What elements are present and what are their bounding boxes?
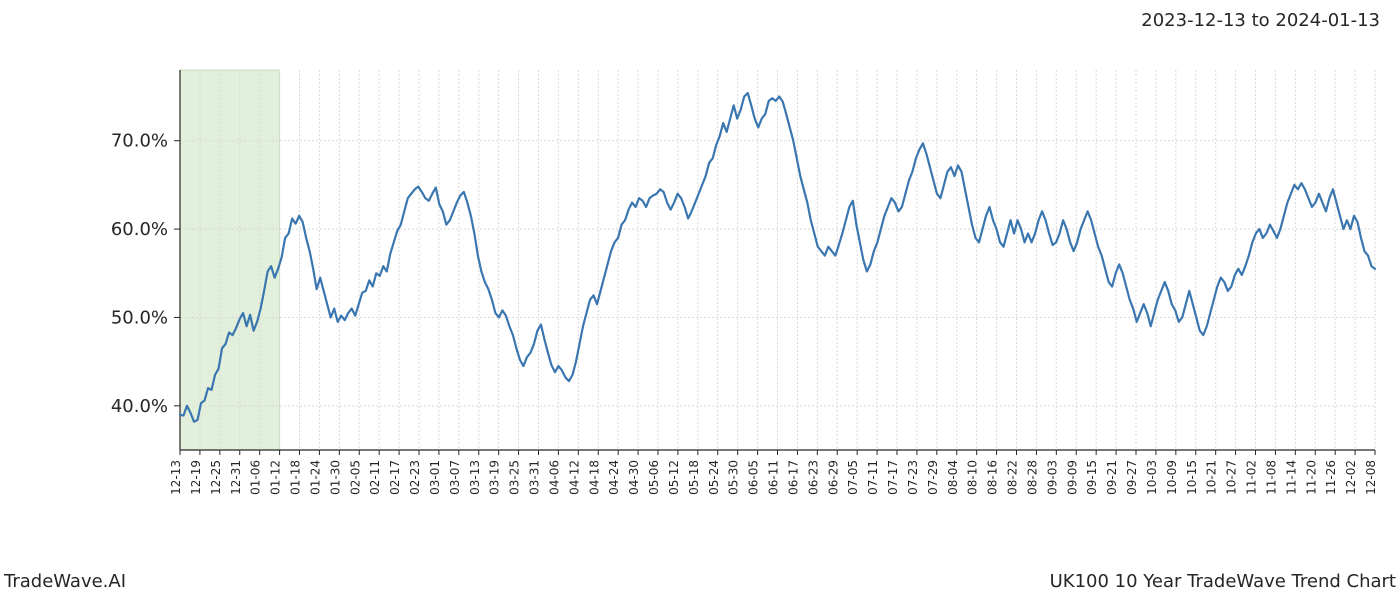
x-tick-label: 06-05 (747, 460, 761, 495)
x-tick-label: 06-29 (826, 460, 840, 495)
x-tick-label: 06-23 (806, 460, 820, 495)
x-tick-label: 09-27 (1125, 460, 1139, 495)
footer-brand: TradeWave.AI (4, 571, 126, 592)
x-tick-label: 07-11 (866, 460, 880, 495)
x-tick-label: 01-24 (308, 460, 322, 495)
x-tick-label: 01-30 (328, 460, 342, 495)
x-tick-label: 09-15 (1085, 460, 1099, 495)
x-tick-label: 10-21 (1205, 460, 1219, 495)
x-tick-label: 09-21 (1105, 460, 1119, 495)
y-tick-label: 70.0% (111, 131, 168, 152)
x-tick-label: 02-17 (388, 460, 402, 495)
trend-chart: 40.0% 50.0% 60.0% 70.0% 12-13 12-19 12-25 12-31… (0, 60, 1400, 530)
x-tick-label: 04-30 (627, 460, 641, 495)
x-tick-label: 10-09 (1165, 460, 1179, 495)
x-tick-label: 07-29 (926, 460, 940, 495)
x-tick-label: 06-11 (767, 460, 781, 495)
x-tick-label: 10-27 (1225, 460, 1239, 495)
x-tick-label: 08-04 (946, 460, 960, 495)
x-tick-label: 05-06 (647, 460, 661, 495)
x-tick-label: 12-02 (1344, 460, 1358, 495)
x-tick-label: 03-13 (468, 460, 482, 495)
x-tick-label: 03-01 (428, 460, 442, 495)
x-tick-label: 07-23 (906, 460, 920, 495)
x-tick-label: 09-09 (1065, 460, 1079, 495)
x-tick-label: 09-03 (1045, 460, 1059, 495)
x-tick-label: 03-07 (448, 460, 462, 495)
x-tick-label: 11-20 (1304, 460, 1318, 495)
x-tick-label: 11-02 (1245, 460, 1259, 495)
x-tick-label: 12-08 (1364, 460, 1378, 495)
x-tick-label: 03-25 (508, 460, 522, 495)
x-tick-label: 07-05 (846, 460, 860, 495)
x-tick-label: 11-26 (1324, 460, 1338, 495)
x-tick-label: 01-12 (269, 460, 283, 495)
x-tick-label: 06-17 (786, 460, 800, 495)
x-tick-label: 08-28 (1025, 460, 1039, 495)
x-tick-label: 11-08 (1264, 460, 1278, 495)
x-tick-label: 04-12 (567, 460, 581, 495)
x-tick-label: 12-19 (189, 460, 203, 495)
x-tick-label: 10-03 (1145, 460, 1159, 495)
y-tick-label: 40.0% (111, 396, 168, 417)
x-tick-label: 08-10 (966, 460, 980, 495)
x-tick-label: 02-23 (408, 460, 422, 495)
footer-chart-title: UK100 10 Year TradeWave Trend Chart (1050, 571, 1396, 592)
x-tick-label: 11-14 (1284, 460, 1298, 495)
date-range-label: 2023-12-13 to 2024-01-13 (1141, 10, 1380, 31)
x-tick-label: 10-15 (1185, 460, 1199, 495)
x-tick-label: 04-18 (587, 460, 601, 495)
x-tick-label: 08-22 (1006, 460, 1020, 495)
x-tick-label: 05-24 (707, 460, 721, 495)
y-tick-label: 60.0% (111, 219, 168, 240)
x-tick-label: 04-06 (547, 460, 561, 495)
x-tick-label: 02-11 (368, 460, 382, 495)
x-tick-label: 04-24 (607, 460, 621, 495)
x-tick-label: 03-31 (528, 460, 542, 495)
y-tick-label: 50.0% (111, 307, 168, 328)
x-tick-label: 12-25 (209, 460, 223, 495)
x-tick-label: 08-16 (986, 460, 1000, 495)
x-tick-label: 12-13 (169, 460, 183, 495)
x-tick-label: 02-05 (348, 460, 362, 495)
x-tick-label: 07-17 (886, 460, 900, 495)
x-tick-label: 03-19 (488, 460, 502, 495)
x-tick-label: 05-30 (727, 460, 741, 495)
x-tick-label: 05-18 (687, 460, 701, 495)
x-tick-label: 12-31 (229, 460, 243, 495)
highlight-band (180, 70, 280, 450)
x-tick-label: 01-18 (289, 460, 303, 495)
x-tick-label: 05-12 (667, 460, 681, 495)
x-tick-label: 01-06 (249, 460, 263, 495)
